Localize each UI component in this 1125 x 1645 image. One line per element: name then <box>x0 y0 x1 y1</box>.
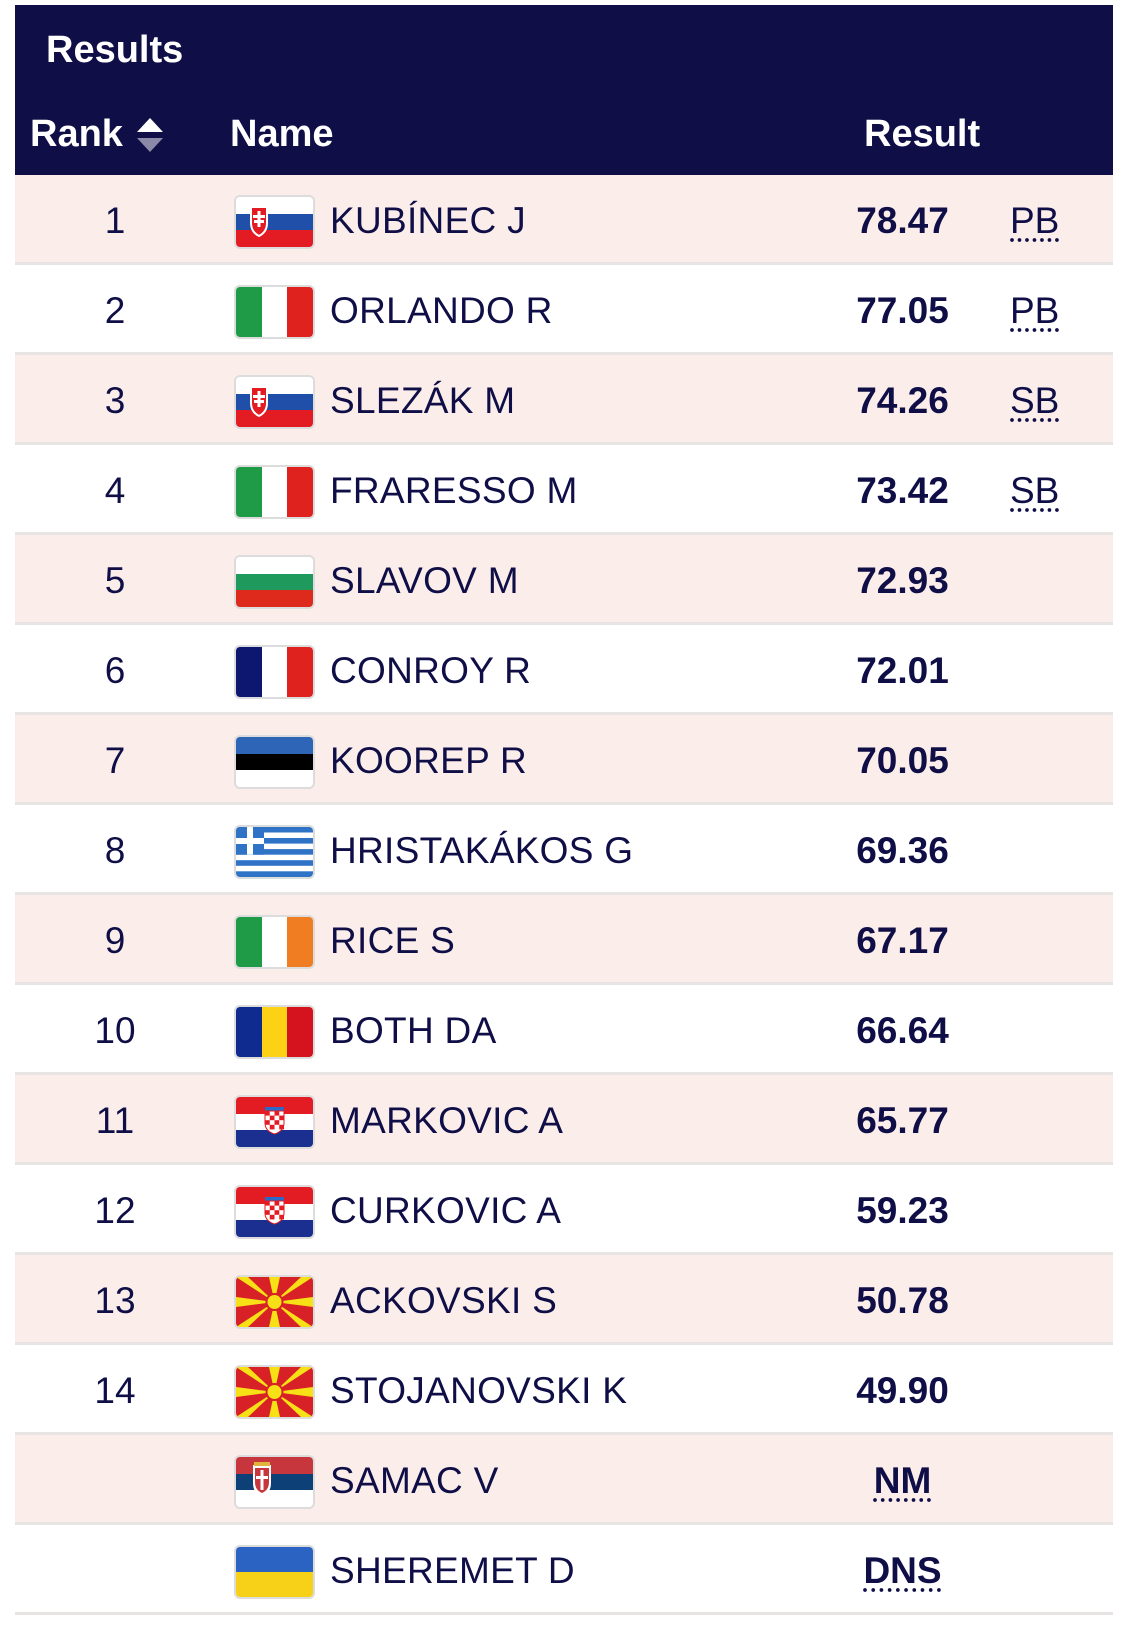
athlete-name[interactable]: FRARESSO M <box>330 470 578 511</box>
result-value: 73.42 <box>856 470 949 511</box>
result-status[interactable]: DNS <box>863 1550 942 1591</box>
athlete-name[interactable]: RICE S <box>330 920 456 961</box>
ireland-flag <box>236 917 313 967</box>
athlete-name[interactable]: CURKOVIC A <box>330 1190 562 1231</box>
france-flag <box>236 647 313 697</box>
italy-flag <box>236 467 313 517</box>
results-table: Results Rank Name Result 1 KUBÍNEC J 78.47… <box>15 5 1113 1615</box>
north-macedonia-flag <box>236 1367 313 1417</box>
rank-cell: 6 <box>104 650 126 691</box>
table-row: SAMAC V NM <box>15 1435 1113 1525</box>
result-value: 78.47 <box>856 200 949 241</box>
athlete-name[interactable]: HRISTAKÁKOS G <box>330 830 634 871</box>
serbia-flag <box>236 1457 313 1507</box>
result-value: 49.90 <box>856 1370 949 1411</box>
result-value: 77.05 <box>856 290 949 331</box>
table-row: 11 MARKOVIC A 65.77 <box>15 1075 1113 1165</box>
table-row: 14 STOJANOVSKI K 49.90 <box>15 1345 1113 1435</box>
result-value: 72.93 <box>856 560 949 601</box>
record-mark-badge[interactable]: PB <box>1010 290 1060 331</box>
croatia-flag <box>236 1097 313 1147</box>
rank-cell: 5 <box>104 560 126 601</box>
table-row: 3 SLEZÁK M 74.26 SB <box>15 355 1113 445</box>
table-row: 8 HRISTAKÁKOS G 69.36 <box>15 805 1113 895</box>
athlete-name[interactable]: SHEREMET D <box>330 1550 575 1591</box>
slovakia-flag <box>236 197 313 247</box>
rank-cell: 9 <box>104 920 126 961</box>
rank-cell: 7 <box>104 740 126 781</box>
result-status[interactable]: NM <box>873 1460 932 1501</box>
croatia-flag <box>236 1187 313 1237</box>
rank-cell: 11 <box>95 1100 135 1141</box>
rank-column-label: Rank <box>30 113 123 155</box>
athlete-name[interactable]: STOJANOVSKI K <box>330 1370 628 1411</box>
rank-cell: 4 <box>104 470 126 511</box>
sort-icon[interactable] <box>135 115 165 155</box>
result-value: 67.17 <box>856 920 949 961</box>
rank-cell: 13 <box>94 1280 136 1321</box>
result-value: 69.36 <box>856 830 949 871</box>
rank-column-header[interactable]: Rank <box>30 113 165 156</box>
rank-cell: 14 <box>94 1370 136 1411</box>
name-column-header: Name <box>230 113 334 155</box>
table-row: 7 KOOREP R 70.05 <box>15 715 1113 805</box>
athlete-name[interactable]: SAMAC V <box>330 1460 499 1501</box>
rank-cell: 8 <box>104 830 126 871</box>
table-row: 6 CONROY R 72.01 <box>15 625 1113 715</box>
slovakia-flag <box>236 377 313 427</box>
result-value: 72.01 <box>856 650 949 691</box>
record-mark-badge[interactable]: SB <box>1010 380 1060 421</box>
rank-cell: 2 <box>104 290 126 331</box>
athlete-name[interactable]: KUBÍNEC J <box>330 200 526 241</box>
bulgaria-flag <box>236 557 313 607</box>
result-value: 70.05 <box>856 740 949 781</box>
athlete-name[interactable]: ORLANDO R <box>330 290 553 331</box>
results-title: Results <box>46 29 184 71</box>
record-mark-badge[interactable]: SB <box>1010 470 1060 511</box>
table-row: 9 RICE S 67.17 <box>15 895 1113 985</box>
table-row: 10 BOTH DA 66.64 <box>15 985 1113 1075</box>
greece-flag <box>236 827 313 877</box>
athlete-name[interactable]: MARKOVIC A <box>330 1100 564 1141</box>
rank-cell: 12 <box>94 1190 136 1231</box>
result-value: 50.78 <box>856 1280 949 1321</box>
result-value: 59.23 <box>856 1190 949 1231</box>
athlete-name[interactable]: ACKOVSKI S <box>330 1280 558 1321</box>
rank-cell: 10 <box>94 1010 136 1051</box>
romania-flag <box>236 1007 313 1057</box>
north-macedonia-flag <box>236 1277 313 1327</box>
result-value: 66.64 <box>856 1010 949 1051</box>
result-value: 74.26 <box>856 380 949 421</box>
table-row: 1 KUBÍNEC J 78.47 PB <box>15 175 1113 265</box>
athlete-name[interactable]: KOOREP R <box>330 740 528 781</box>
result-column-header: Result <box>864 113 981 155</box>
results-header: Results Rank Name Result <box>15 5 1113 175</box>
rank-cell: 3 <box>104 380 126 421</box>
italy-flag <box>236 287 313 337</box>
ukraine-flag <box>236 1547 313 1597</box>
athlete-name[interactable]: SLEZÁK M <box>330 380 516 421</box>
athlete-name[interactable]: BOTH DA <box>330 1010 497 1051</box>
table-row: 5 SLAVOV M 72.93 <box>15 535 1113 625</box>
athlete-name[interactable]: SLAVOV M <box>330 560 519 601</box>
record-mark-badge[interactable]: PB <box>1010 200 1060 241</box>
table-row: 2 ORLANDO R 77.05 PB <box>15 265 1113 355</box>
table-row: 13 ACKOVSKI S 50.78 <box>15 1255 1113 1345</box>
table-row: 4 FRARESSO M 73.42 SB <box>15 445 1113 535</box>
table-row: SHEREMET D DNS <box>15 1525 1113 1615</box>
results-rows: 1 KUBÍNEC J 78.47 PB 2 ORLANDO R 77.05 PB 3 SLEZÁ… <box>15 175 1113 1615</box>
rank-cell: 1 <box>104 200 126 241</box>
estonia-flag <box>236 737 313 787</box>
athlete-name[interactable]: CONROY R <box>330 650 532 691</box>
result-value: 65.77 <box>856 1100 949 1141</box>
table-row: 12 CURKOVIC A 59.23 <box>15 1165 1113 1255</box>
